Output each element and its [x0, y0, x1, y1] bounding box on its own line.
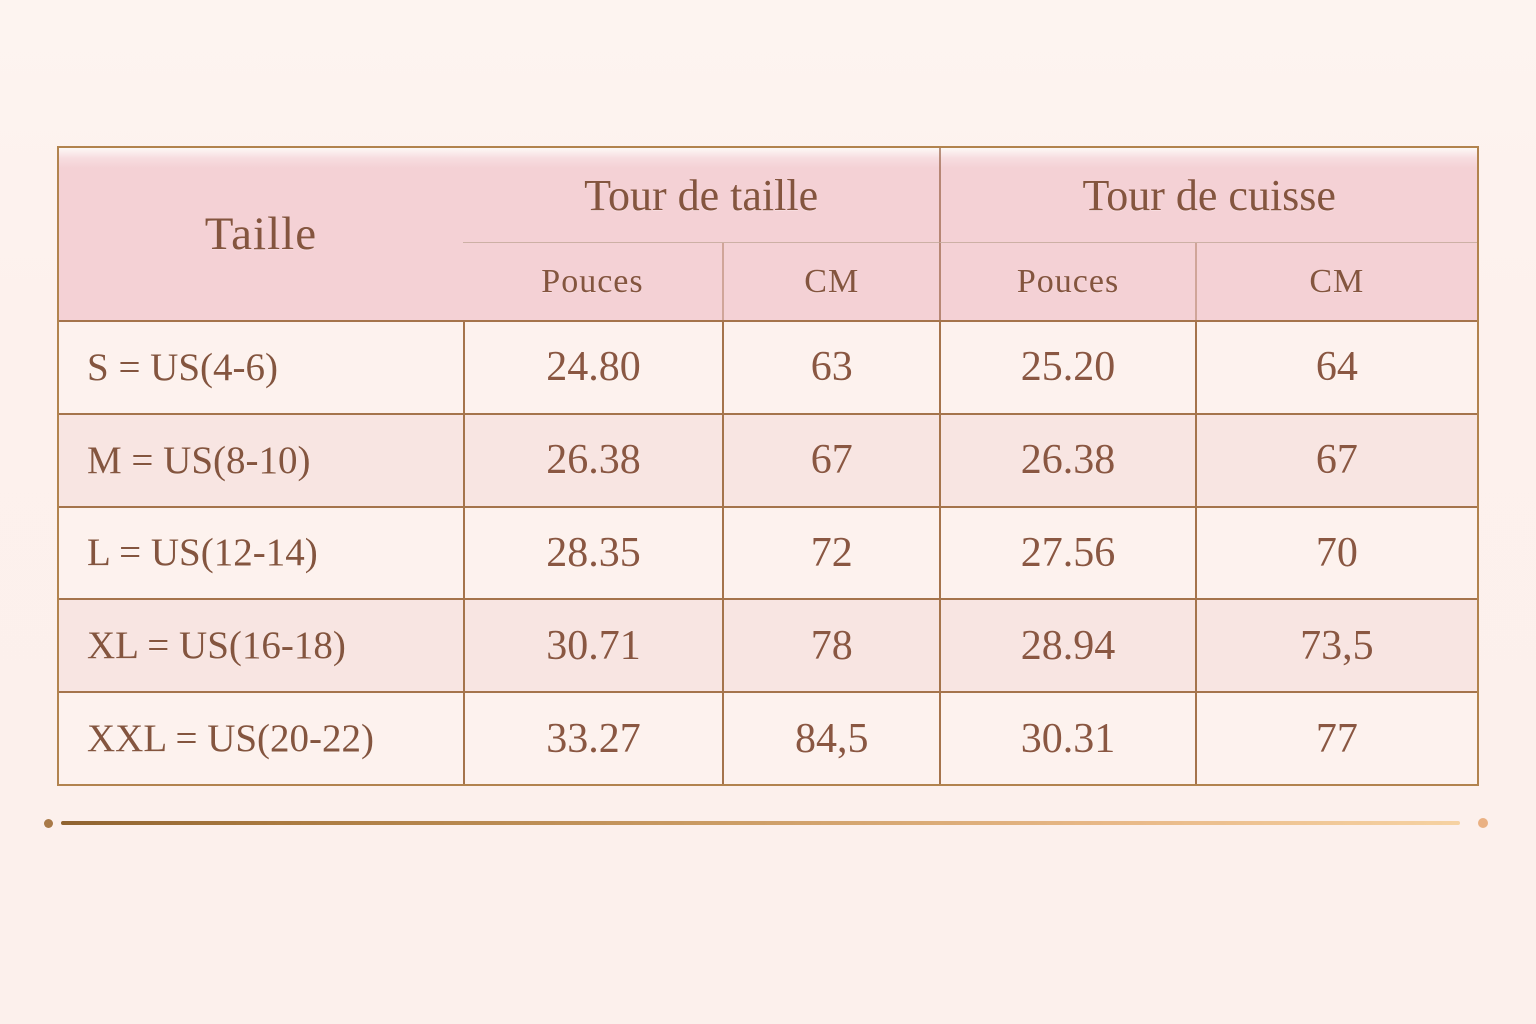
table-cell-waist-cm: 67: [722, 412, 940, 506]
divider-dot-left: [44, 818, 53, 828]
subheader-thigh-inches: Pouces: [939, 243, 1195, 320]
table-cell-size: XXL = US(20-22): [59, 691, 463, 784]
subheader-waist-cm: CM: [722, 243, 940, 320]
subheader-waist-inches: Pouces: [462, 243, 723, 320]
table-cell-thigh-cm: 77: [1194, 691, 1477, 784]
table-cell-thigh-inches: 30.31: [939, 691, 1195, 784]
table-cell-thigh-inches: 27.56: [939, 505, 1195, 599]
table-cell-size: S = US(4-6): [59, 320, 463, 413]
table-cell-waist-cm: 78: [722, 598, 940, 692]
table-cell-waist-inches: 24.80: [462, 320, 723, 413]
table-cell-waist-cm: 84,5: [722, 691, 940, 784]
column-header-size: Taille: [59, 148, 463, 320]
table-cell-thigh-inches: 28.94: [939, 598, 1195, 692]
divider-line: [61, 821, 1460, 825]
table-cell-size: XL = US(16-18): [59, 598, 463, 692]
table-cell-waist-cm: 72: [722, 505, 940, 599]
column-group-waist: Tour de taille: [462, 148, 940, 243]
table-cell-waist-inches: 33.27: [462, 691, 723, 784]
table-cell-size: L = US(12-14): [59, 505, 463, 599]
table-cell-thigh-cm: 73,5: [1194, 598, 1477, 692]
subheader-thigh-cm: CM: [1194, 243, 1477, 320]
table-cell-waist-cm: 63: [722, 320, 940, 413]
table-cell-thigh-inches: 25.20: [939, 320, 1195, 413]
table-cell-thigh-cm: 70: [1194, 505, 1477, 599]
divider-dot-right: [1478, 818, 1488, 828]
table-cell-thigh-cm: 64: [1194, 320, 1477, 413]
table-cell-size: M = US(8-10): [59, 412, 463, 506]
column-group-thigh: Tour de cuisse: [939, 148, 1477, 243]
table-cell-waist-inches: 28.35: [462, 505, 723, 599]
table-cell-waist-inches: 26.38: [462, 412, 723, 506]
decorative-divider: [44, 816, 1488, 830]
size-chart-table: Taille Tour de taille Tour de cuisse Pou…: [57, 146, 1479, 786]
table-cell-thigh-inches: 26.38: [939, 412, 1195, 506]
table-cell-thigh-cm: 67: [1194, 412, 1477, 506]
table-cell-waist-inches: 30.71: [462, 598, 723, 692]
